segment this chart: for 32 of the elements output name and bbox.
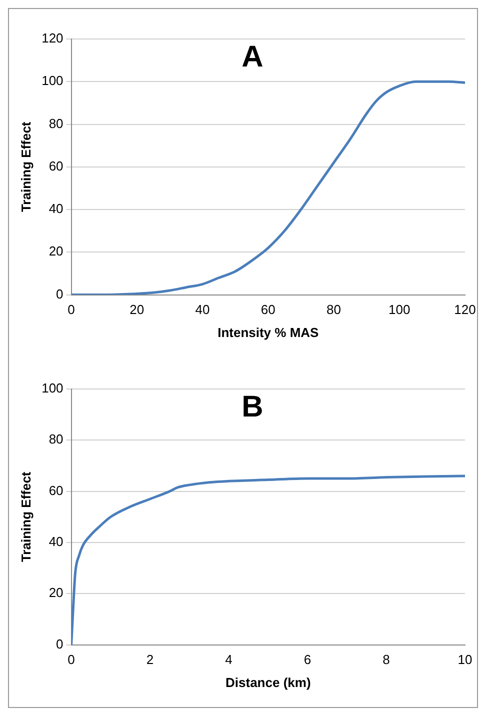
- y-axis-title: Training Effect: [18, 471, 34, 562]
- x-tick-label: 0: [68, 652, 75, 668]
- y-tick-label: 0: [56, 286, 64, 302]
- y-tick-label: 20: [48, 244, 64, 259]
- x-tick-label: 6: [304, 652, 312, 668]
- y-tick-label: 80: [48, 432, 64, 447]
- y-tick-label: 40: [48, 534, 64, 550]
- x-tick-label: 20: [130, 302, 144, 318]
- y-tick-label: 60: [48, 158, 64, 174]
- chart-title: B: [242, 390, 264, 424]
- x-tick-label: 8: [382, 652, 390, 668]
- x-tick-label: 2: [146, 652, 154, 668]
- x-axis-title: Distance (km): [226, 674, 311, 690]
- x-tick-label: 4: [225, 652, 232, 668]
- y-tick-label: 120: [42, 30, 64, 46]
- x-tick-label: 100: [388, 302, 410, 318]
- y-tick-label: 60: [48, 482, 64, 498]
- x-tick-label: 80: [326, 302, 341, 318]
- y-tick-label: 100: [42, 73, 64, 88]
- x-axis-title: Intensity % MAS: [218, 324, 320, 340]
- y-axis-title: Training Effect: [18, 121, 34, 212]
- x-tick-label: 60: [260, 302, 276, 318]
- y-tick-label: 20: [48, 585, 64, 600]
- chart-title: A: [242, 40, 264, 74]
- x-tick-label: 120: [454, 302, 476, 318]
- y-tick-label: 100: [42, 380, 64, 396]
- y-tick-label: 80: [48, 116, 64, 131]
- x-tick-label: 40: [195, 302, 210, 318]
- x-tick-label: 0: [68, 302, 75, 318]
- x-tick-label: 10: [458, 652, 472, 668]
- y-tick-label: 40: [48, 201, 64, 216]
- y-tick-label: 0: [56, 636, 64, 652]
